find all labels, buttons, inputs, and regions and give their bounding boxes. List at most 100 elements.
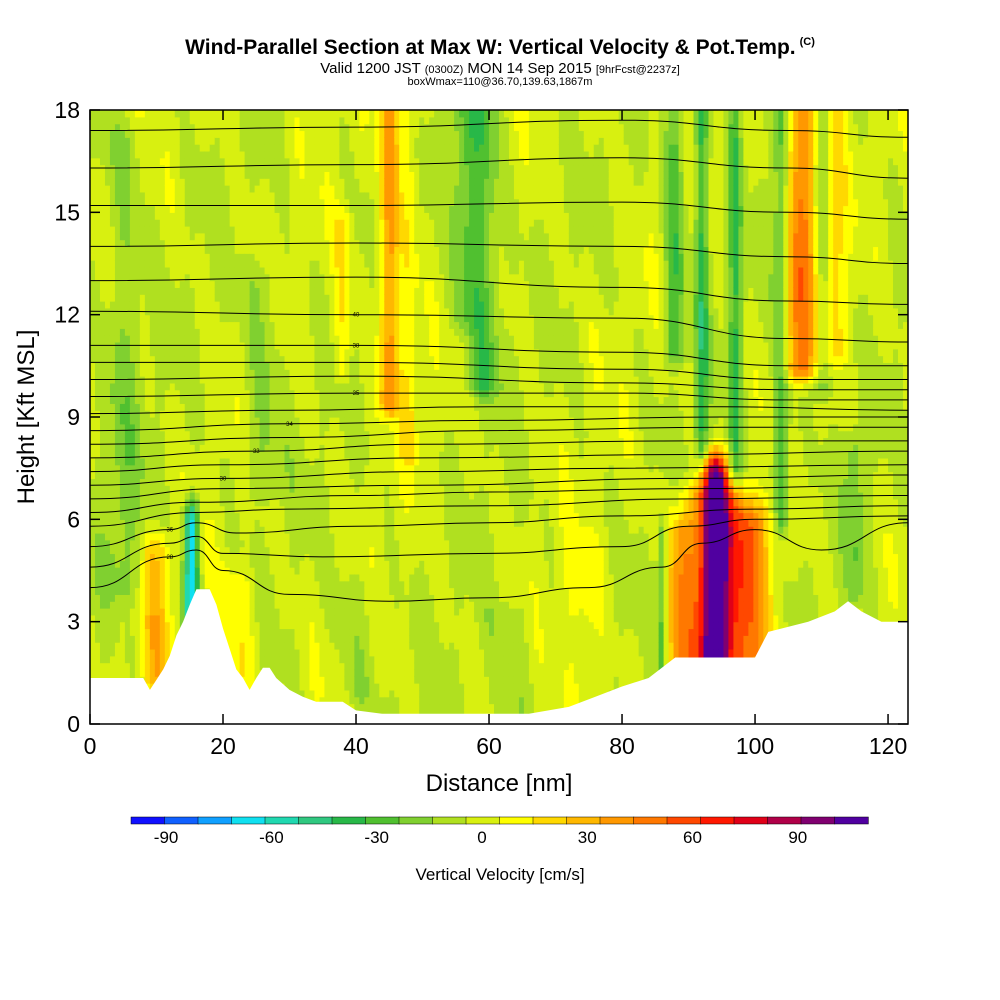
velocity-cell [124, 417, 131, 425]
velocity-cell [164, 410, 171, 418]
velocity-cell [109, 232, 116, 241]
velocity-cell [159, 321, 166, 329]
velocity-cell [119, 444, 126, 452]
velocity-cell [334, 478, 340, 486]
velocity-cell [104, 260, 111, 268]
velocity-cell [144, 335, 151, 343]
velocity-cell [339, 669, 345, 677]
velocity-cell [234, 396, 241, 404]
velocity-cell [99, 423, 106, 432]
velocity-cell [264, 608, 271, 616]
velocity-cell [274, 205, 281, 213]
velocity-cell [249, 369, 256, 377]
velocity-cell [309, 478, 316, 486]
velocity-cell [229, 369, 236, 377]
velocity-cell [289, 144, 296, 152]
velocity-cell [229, 608, 236, 616]
velocity-cell [349, 246, 355, 254]
velocity-cell [129, 608, 136, 616]
velocity-cell [179, 526, 186, 534]
velocity-cell [324, 260, 331, 268]
velocity-cell [224, 321, 231, 329]
velocity-cell [119, 150, 126, 159]
velocity-cell [134, 505, 141, 514]
velocity-cell [329, 478, 335, 486]
velocity-cell [239, 635, 246, 643]
velocity-cell [349, 150, 355, 159]
velocity-cell [344, 621, 350, 630]
velocity-cell [99, 628, 106, 636]
velocity-cell [129, 171, 136, 179]
velocity-cell [349, 396, 355, 404]
velocity-cell [259, 601, 266, 609]
velocity-cell [284, 191, 291, 200]
velocity-cell [234, 553, 241, 561]
velocity-cell [279, 580, 286, 589]
velocity-cell [359, 307, 365, 316]
velocity-cell [209, 532, 216, 541]
velocity-cell [229, 130, 236, 138]
velocity-cell [159, 567, 166, 575]
velocity-cell [304, 437, 311, 445]
velocity-cell [164, 594, 171, 602]
velocity-cell [119, 246, 126, 254]
velocity-cell [224, 417, 231, 425]
velocity-cell [94, 526, 101, 534]
velocity-cell [169, 485, 176, 493]
velocity-cell [209, 546, 216, 555]
velocity-cell [209, 287, 216, 295]
velocity-cell [234, 314, 241, 323]
velocity-cell [189, 478, 196, 486]
velocity-cell [304, 355, 311, 364]
velocity-cell [109, 655, 116, 664]
velocity-cell [279, 253, 286, 261]
velocity-cell [149, 335, 156, 343]
velocity-cell [329, 205, 335, 213]
velocity-cell [359, 498, 365, 507]
velocity-cell [90, 519, 96, 527]
velocity-cell [224, 389, 231, 398]
velocity-cell [299, 492, 306, 500]
velocity-cell [329, 396, 335, 404]
velocity-cell [324, 185, 331, 193]
velocity-cell [254, 655, 261, 664]
velocity-cell [164, 485, 171, 493]
velocity-cell [304, 137, 311, 145]
velocity-cell [90, 232, 96, 241]
velocity-cell [289, 560, 296, 568]
velocity-cell [239, 403, 246, 411]
velocity-cell [129, 382, 136, 391]
velocity-cell [129, 512, 136, 520]
velocity-cell [139, 669, 146, 677]
velocity-cell [234, 178, 241, 186]
velocity-cell [94, 498, 101, 507]
velocity-cell [269, 164, 276, 172]
velocity-cell [264, 478, 271, 486]
velocity-cell [249, 198, 256, 207]
velocity-cell [339, 348, 345, 357]
velocity-cell [269, 287, 276, 295]
velocity-cell [249, 580, 256, 589]
velocity-cell [199, 225, 206, 234]
velocity-cell [179, 287, 186, 295]
velocity-cell [299, 464, 306, 473]
velocity-cell [269, 621, 276, 630]
velocity-cell [264, 403, 271, 411]
velocity-cell [99, 198, 106, 207]
velocity-cell [309, 355, 316, 364]
velocity-cell [90, 478, 96, 486]
velocity-cell [159, 614, 166, 623]
velocity-cell [229, 164, 236, 172]
velocity-cell [309, 648, 316, 657]
velocity-cell [124, 485, 131, 493]
velocity-cell [254, 451, 261, 459]
velocity-cell [274, 130, 281, 138]
velocity-cell [344, 369, 350, 377]
velocity-cell [154, 614, 161, 623]
velocity-cell [244, 423, 251, 432]
velocity-cell [99, 567, 106, 575]
velocity-cell [259, 519, 266, 527]
velocity-cell [209, 355, 216, 364]
velocity-cell [269, 280, 276, 288]
velocity-cell [219, 280, 226, 288]
